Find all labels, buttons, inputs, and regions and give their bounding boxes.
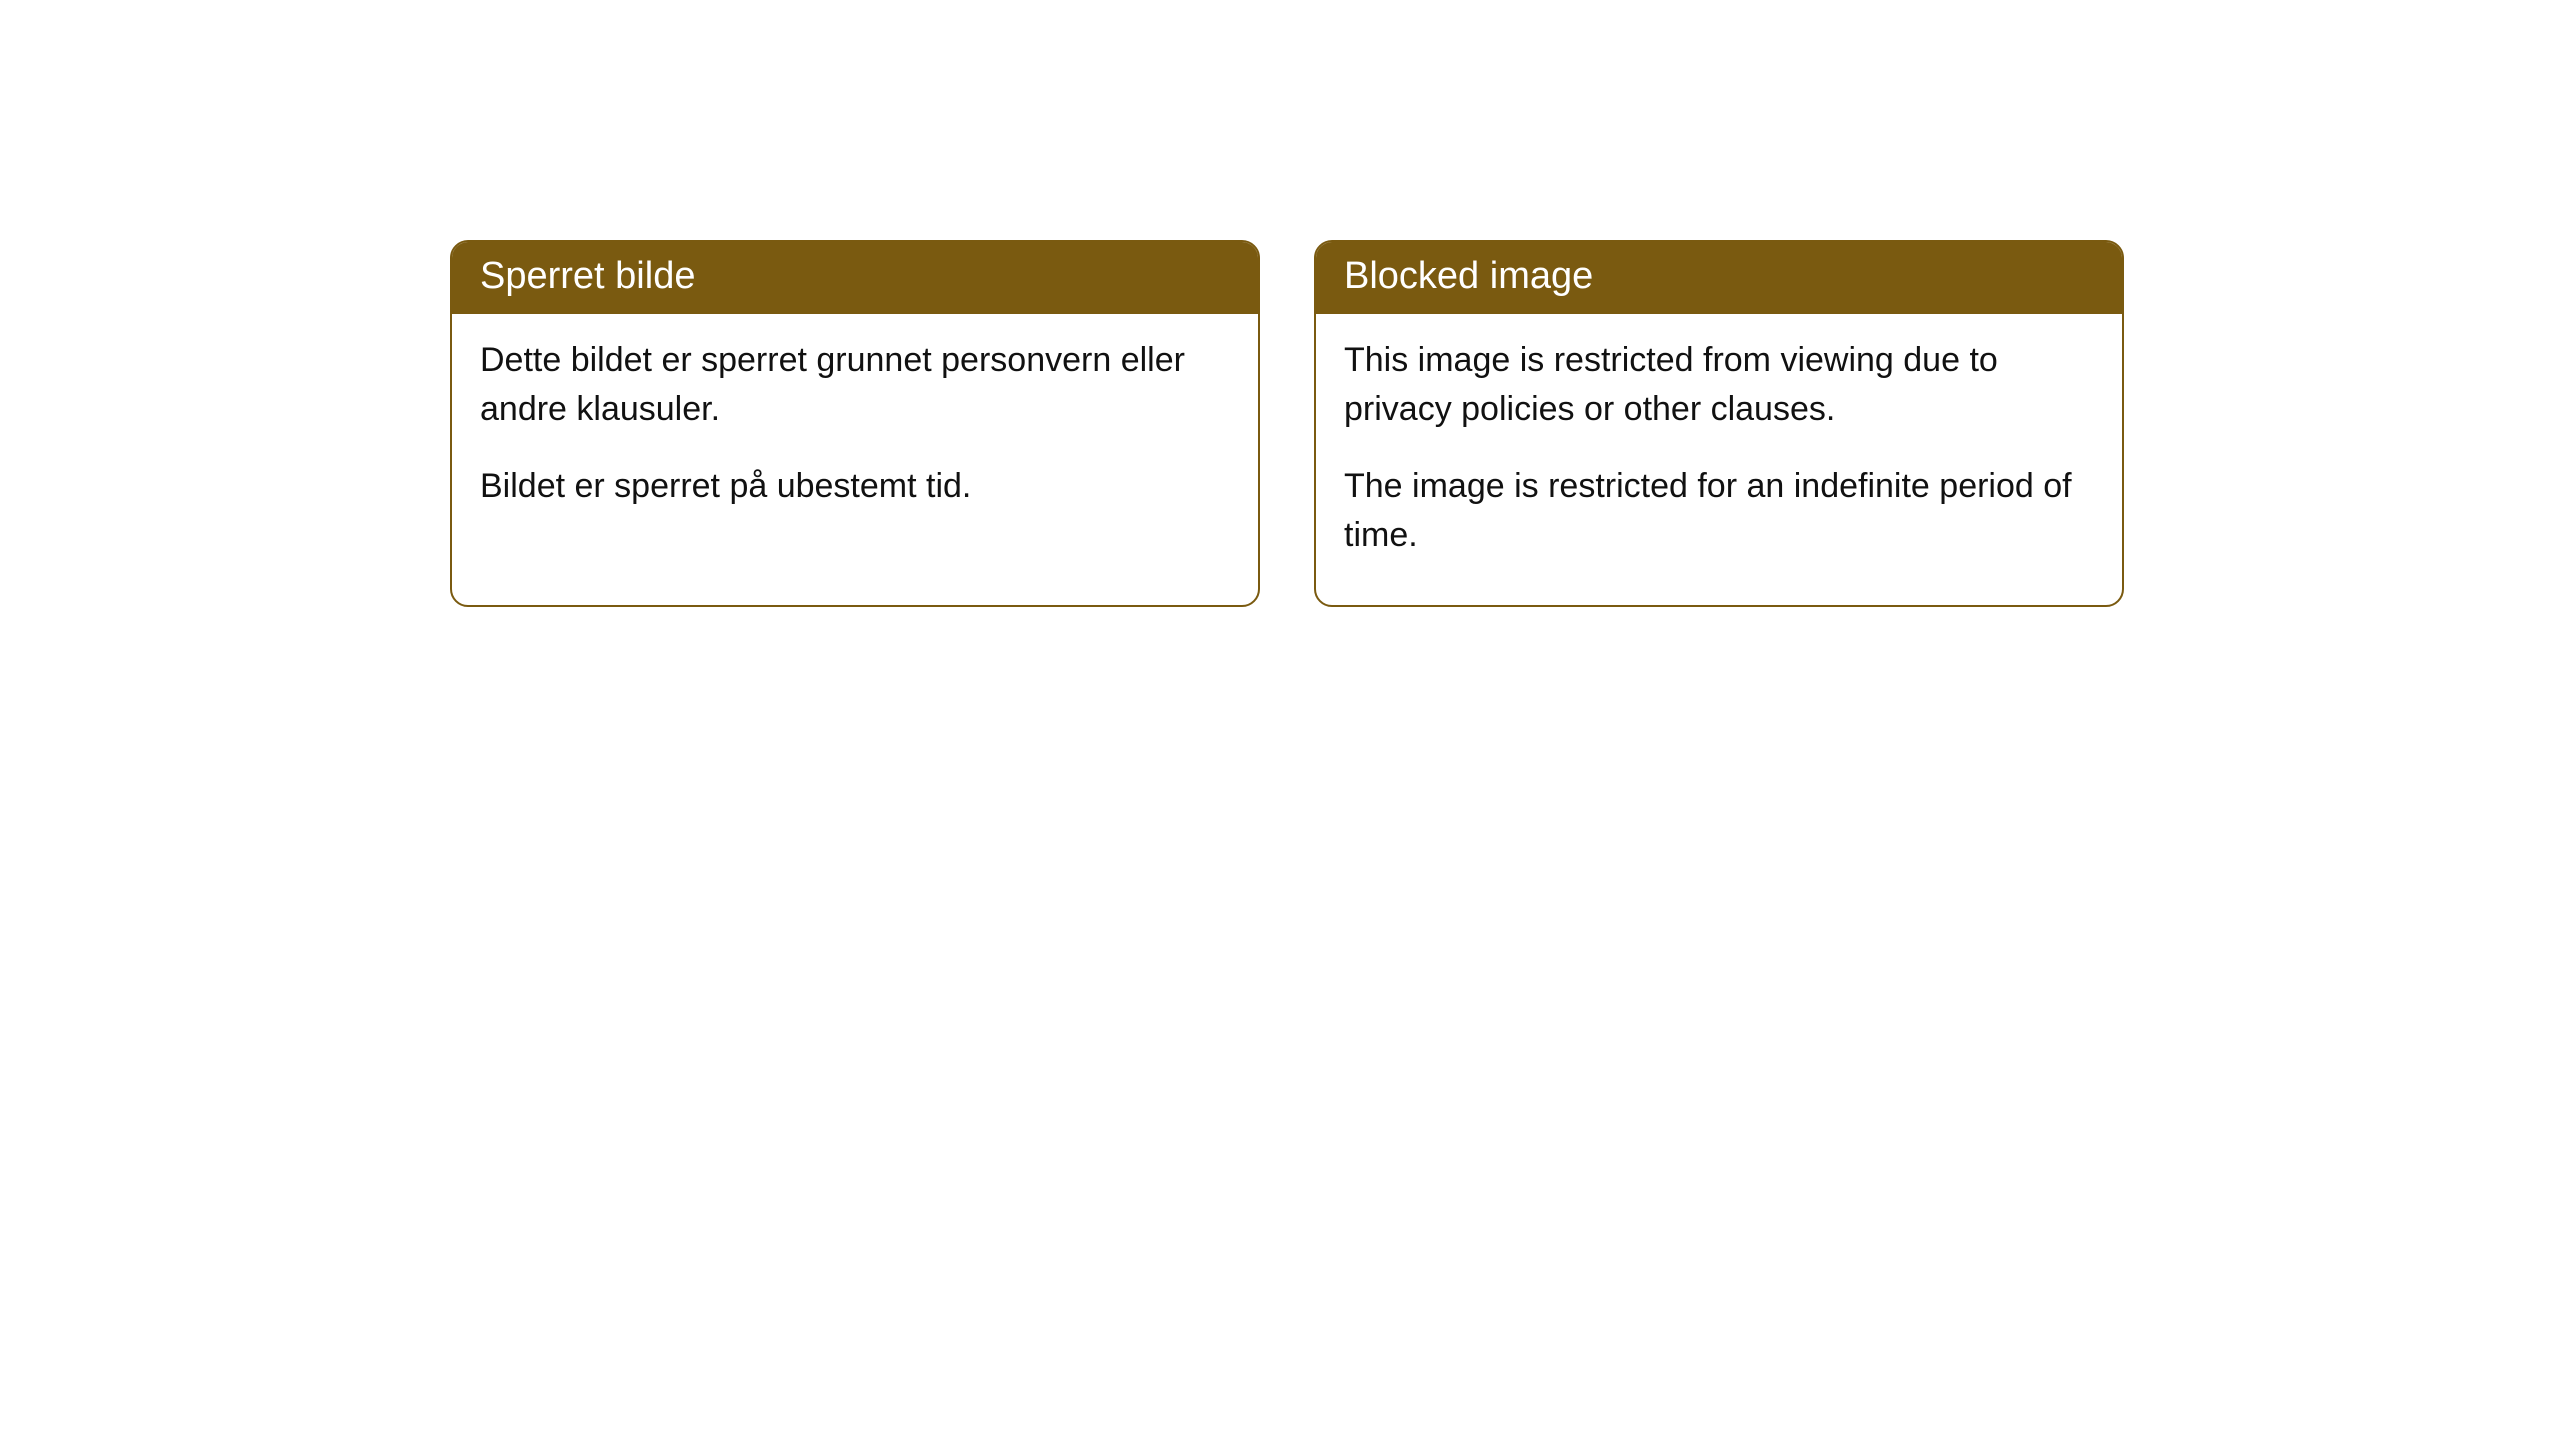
card-title: Sperret bilde xyxy=(480,255,695,297)
blocked-image-card-english: Blocked image This image is restricted f… xyxy=(1314,240,2124,607)
blocked-image-cards: Sperret bilde Dette bildet er sperret gr… xyxy=(450,240,2124,607)
card-paragraph-2: Bildet er sperret på ubestemt tid. xyxy=(480,462,1230,511)
card-body-english: This image is restricted from viewing du… xyxy=(1316,314,2122,605)
blocked-image-card-norwegian: Sperret bilde Dette bildet er sperret gr… xyxy=(450,240,1260,607)
card-title: Blocked image xyxy=(1344,255,1593,297)
card-header-norwegian: Sperret bilde xyxy=(452,242,1258,314)
card-paragraph-1: This image is restricted from viewing du… xyxy=(1344,336,2094,435)
card-body-norwegian: Dette bildet er sperret grunnet personve… xyxy=(452,314,1258,556)
card-header-english: Blocked image xyxy=(1316,242,2122,314)
card-paragraph-2: The image is restricted for an indefinit… xyxy=(1344,462,2094,561)
card-paragraph-1: Dette bildet er sperret grunnet personve… xyxy=(480,336,1230,435)
